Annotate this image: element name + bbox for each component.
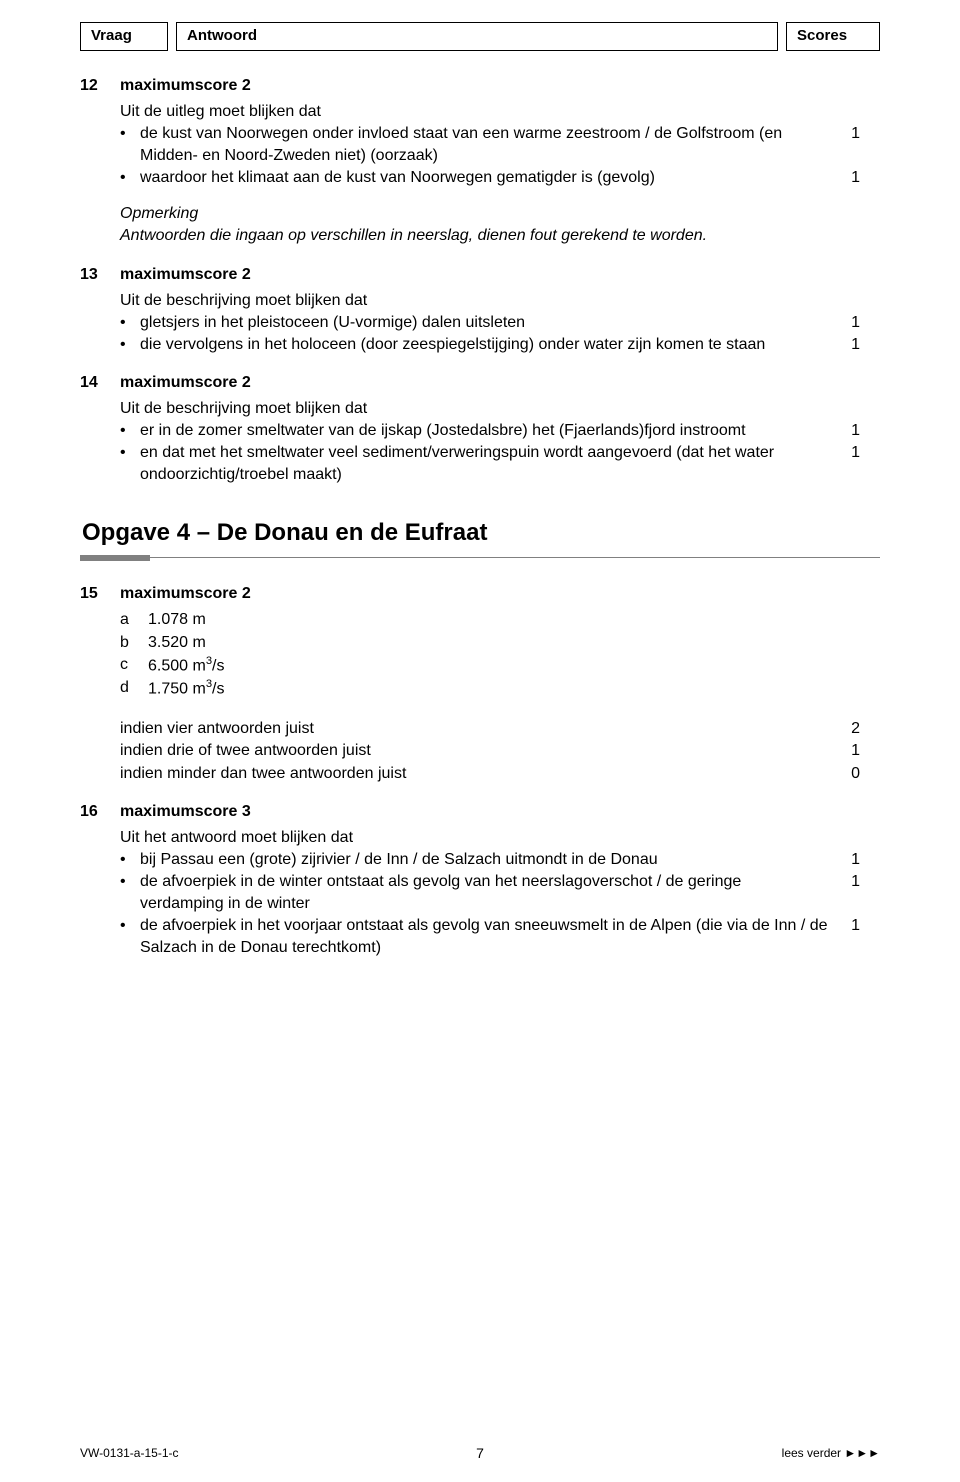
footer: VW-0131-a-15-1-c 7 lees verder ►►► xyxy=(80,1446,880,1460)
q16-b2-points: 1 xyxy=(840,871,860,915)
q14-b2-points: 1 xyxy=(840,442,860,486)
q15-b: b3.520 m xyxy=(120,632,860,654)
q16-b3-points: 1 xyxy=(840,915,860,959)
q15-r3-points: 0 xyxy=(840,763,860,785)
opgave-4-title: Opgave 4 – De Donau en de Eufraat xyxy=(82,516,880,549)
q16-bullet-3: de afvoerpiek in het voorjaar ontstaat a… xyxy=(120,915,860,959)
q15-r2-points: 1 xyxy=(840,740,860,762)
q13-intro: Uit de beschrijving moet blijken dat xyxy=(120,290,860,312)
q15-number: 15 xyxy=(80,583,120,605)
q12-b2-points: 1 xyxy=(840,167,860,189)
q15-rule-1: indien vier antwoorden juist2 xyxy=(120,718,860,740)
header-vraag: Vraag xyxy=(80,22,168,51)
q15-r1-points: 2 xyxy=(840,718,860,740)
q14-bullet-2: en dat met het smeltwater veel sediment/… xyxy=(120,442,860,486)
q12-title: maximumscore 2 xyxy=(120,75,251,97)
q14-bullet-1: er in de zomer smeltwater van de ijskap … xyxy=(120,420,860,442)
q15-c: c6.500 m3/s xyxy=(120,654,860,677)
q14-b1-points: 1 xyxy=(840,420,860,442)
q15-answers: a1.078 m b3.520 m c6.500 m3/s d1.750 m3/… xyxy=(120,609,860,700)
q16-intro: Uit het antwoord moet blijken dat xyxy=(120,827,860,849)
q16-number: 16 xyxy=(80,801,120,823)
question-15: 15 maximumscore 2 a1.078 m b3.520 m c6.5… xyxy=(80,583,880,784)
q12-bullet-2: waardoor het klimaat aan de kust van Noo… xyxy=(120,167,860,189)
q15-rule-2: indien drie of twee antwoorden juist1 xyxy=(120,740,860,762)
q13-b1-points: 1 xyxy=(840,312,860,334)
opgave-4: Opgave 4 – De Donau en de Eufraat xyxy=(80,516,880,561)
q12-intro: Uit de uitleg moet blijken dat xyxy=(120,101,860,123)
footer-right: lees verder ►►► xyxy=(782,1446,880,1460)
opgave-underline xyxy=(80,555,880,561)
q13-bullet-2: die vervolgens in het holoceen (door zee… xyxy=(120,334,860,356)
q12-note-head: Opmerking xyxy=(120,203,860,225)
header-antwoord: Antwoord xyxy=(176,22,778,51)
q16-title: maximumscore 3 xyxy=(120,801,251,823)
q16-bullet-2: de afvoerpiek in de winter ontstaat als … xyxy=(120,871,860,915)
question-13: 13 maximumscore 2 Uit de beschrijving mo… xyxy=(80,264,880,356)
q13-b2-points: 1 xyxy=(840,334,860,356)
footer-left: VW-0131-a-15-1-c xyxy=(80,1446,178,1460)
content: 12 maximumscore 2 Uit de uitleg moet bli… xyxy=(80,75,880,959)
q12-note-body: Antwoorden die ingaan op verschillen in … xyxy=(120,225,860,247)
q16-bullet-1: bij Passau een (grote) zijrivier / de In… xyxy=(120,849,860,871)
q15-d: d1.750 m3/s xyxy=(120,677,860,700)
q13-title: maximumscore 2 xyxy=(120,264,251,286)
q14-title: maximumscore 2 xyxy=(120,372,251,394)
question-14: 14 maximumscore 2 Uit de beschrijving mo… xyxy=(80,372,880,486)
q13-number: 13 xyxy=(80,264,120,286)
footer-page-number: 7 xyxy=(476,1445,484,1461)
q14-intro: Uit de beschrijving moet blijken dat xyxy=(120,398,860,420)
q12-b1-points: 1 xyxy=(840,123,860,167)
q16-b1-points: 1 xyxy=(840,849,860,871)
header-scores: Scores xyxy=(786,22,880,51)
question-16: 16 maximumscore 3 Uit het antwoord moet … xyxy=(80,801,880,960)
header-row: Vraag Antwoord Scores xyxy=(80,22,880,51)
q15-a: a1.078 m xyxy=(120,609,860,631)
q15-rule-3: indien minder dan twee antwoorden juist0 xyxy=(120,763,860,785)
question-12: 12 maximumscore 2 Uit de uitleg moet bli… xyxy=(80,75,880,248)
page: Vraag Antwoord Scores 12 maximumscore 2 … xyxy=(0,0,960,1482)
q14-number: 14 xyxy=(80,372,120,394)
q12-bullet-1: de kust van Noorwegen onder invloed staa… xyxy=(120,123,860,167)
q15-title: maximumscore 2 xyxy=(120,583,251,605)
q13-bullet-1: gletsjers in het pleistoceen (U-vormige)… xyxy=(120,312,860,334)
q12-number: 12 xyxy=(80,75,120,97)
